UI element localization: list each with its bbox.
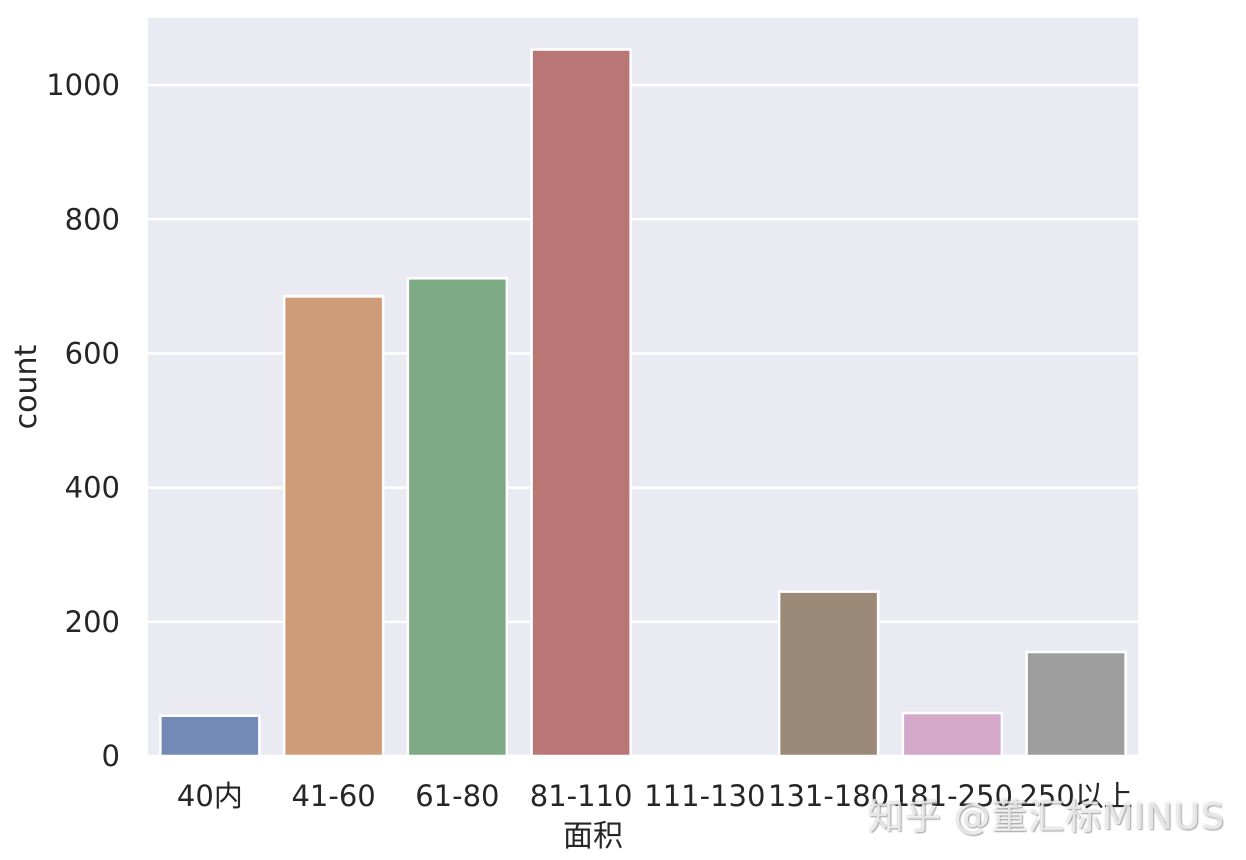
x-tick-label: 181-250: [892, 779, 1013, 813]
x-axis-label: 面积: [563, 819, 623, 854]
x-tick-labels: 40内 41-60 61-80 81-110 111-130 131-180 181-250…: [177, 779, 1133, 813]
bars: [159, 48, 1127, 758]
x-tick-label: 81-110: [530, 779, 633, 813]
bar: [159, 714, 261, 758]
watermark: 知乎 @董汇标MINUS: [868, 797, 1226, 838]
x-tick-label: 61-80: [415, 779, 499, 813]
x-tick-label: 40内: [177, 779, 243, 813]
y-tick-labels: 0 200 400 600 800 1000: [46, 68, 120, 773]
bar: [282, 295, 385, 758]
bar: [777, 590, 880, 758]
y-axis-label: count: [9, 344, 44, 429]
bar: [1025, 650, 1127, 758]
y-tick-label: 400: [65, 471, 120, 505]
y-tick-label: 600: [65, 336, 120, 370]
y-tick-label: 0: [102, 739, 120, 773]
y-tick-label: 800: [65, 202, 120, 236]
x-tick-label: 131-180: [768, 779, 889, 813]
y-tick-label: 200: [65, 605, 120, 639]
x-tick-label: 111-130: [644, 779, 765, 813]
x-tick-label: 250以上: [1019, 779, 1132, 813]
bar: [406, 277, 509, 758]
y-tick-label: 1000: [46, 68, 120, 102]
x-tick-label: 41-60: [291, 779, 375, 813]
bar: [530, 48, 632, 758]
bar: [901, 711, 1004, 758]
